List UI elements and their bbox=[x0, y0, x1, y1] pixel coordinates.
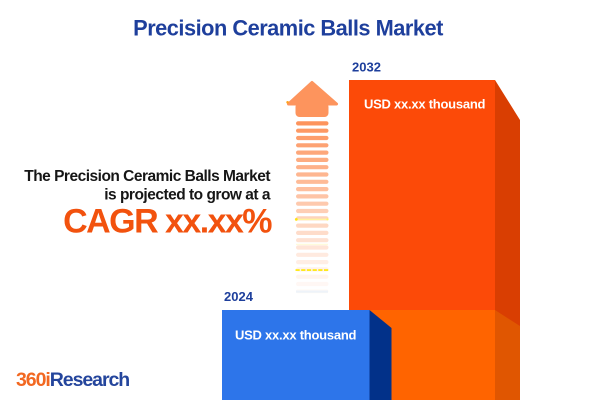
svg-text:360iResearch: 360iResearch bbox=[16, 369, 129, 391]
svg-text:2024: 2024 bbox=[224, 289, 254, 304]
svg-text:is projected to grow at a: is projected to grow at a bbox=[104, 187, 271, 204]
svg-text:CAGR xx.xx%: CAGR xx.xx% bbox=[63, 203, 272, 241]
svg-text:Precision Ceramic Balls Market: Precision Ceramic Balls Market bbox=[133, 16, 443, 41]
svg-text:USD xx.xx thousand: USD xx.xx thousand bbox=[235, 328, 357, 343]
svg-text:USD xx.xx thousand: USD xx.xx thousand bbox=[364, 97, 486, 112]
svg-text:The Precision Ceramic Balls Ma: The Precision Ceramic Balls Market bbox=[24, 168, 270, 185]
svg-text:2032: 2032 bbox=[352, 60, 381, 75]
